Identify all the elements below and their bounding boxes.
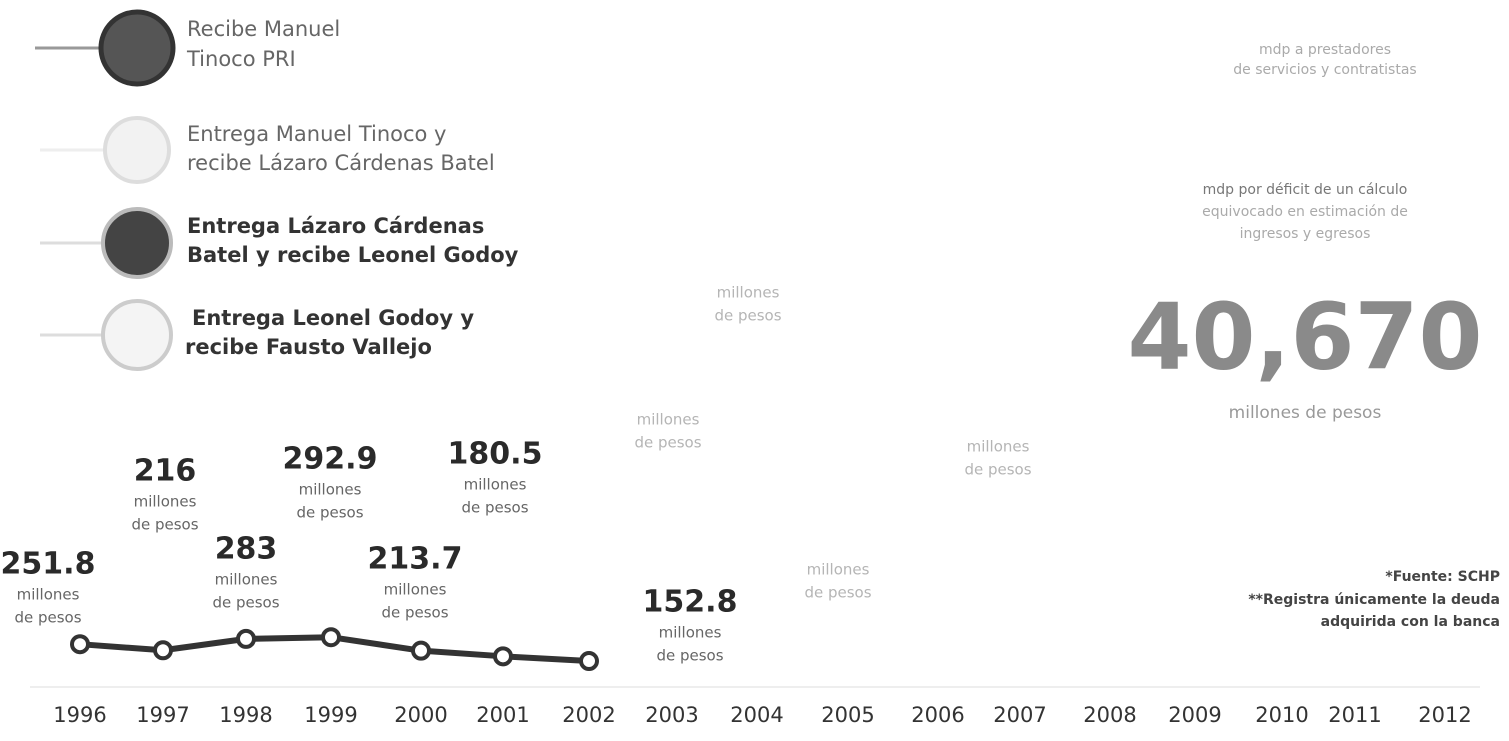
x-tick-label: 2006 (911, 703, 964, 727)
point (411, 640, 431, 661)
point (153, 640, 173, 661)
x-tick-label: 2008 (1083, 703, 1136, 727)
legend-text: Recibe Manuel (187, 17, 340, 41)
unit-label: millones (967, 438, 1030, 456)
legend-text: Entrega Leonel Godoy y (192, 306, 474, 330)
point (493, 646, 513, 667)
data-label: 152.8 (643, 585, 738, 620)
x-tick-label: 2010 (1255, 703, 1308, 727)
x-tick-label: 2002 (562, 703, 615, 727)
note-text: de servicios y contratistas (1233, 62, 1416, 78)
x-tick-label: 1998 (219, 703, 272, 727)
note-text: mdp por déficit de un cálculo (1203, 182, 1408, 198)
unit-label: millones (299, 481, 362, 499)
portrait (101, 207, 173, 279)
unit-label: millones (717, 284, 780, 302)
unit-label: de pesos (714, 307, 781, 325)
unit-label: de pesos (964, 461, 1031, 479)
big-figure: 40,670 (1127, 283, 1482, 390)
unit-label: de pesos (212, 594, 279, 612)
unit-label: millones (637, 411, 700, 429)
portrait (101, 299, 173, 371)
x-tick-label: 2000 (394, 703, 447, 727)
point (236, 628, 256, 649)
legend-text: Tinoco PRI (186, 47, 296, 71)
portrait (98, 9, 176, 87)
data-label: 251.8 (1, 547, 96, 582)
portrait (103, 116, 171, 184)
x-tick-label: 1997 (136, 703, 189, 727)
note-text: mdp a prestadores (1259, 42, 1391, 58)
x-tick-label: 2004 (730, 703, 783, 727)
x-tick-label: 2009 (1168, 703, 1221, 727)
legend-text: Entrega Lázaro Cárdenas (187, 214, 484, 238)
big-figure-unit: millones de pesos (1229, 403, 1382, 423)
note-text: **Registra únicamente la deuda (1248, 592, 1500, 608)
unit-label: millones (215, 571, 278, 589)
unit-label: de pesos (656, 647, 723, 665)
note-text: adquirida con la banca (1321, 614, 1500, 630)
x-tick-label: 1999 (304, 703, 357, 727)
unit-label: de pesos (634, 434, 701, 452)
x-tick-label: 1996 (53, 703, 106, 727)
unit-label: millones (659, 624, 722, 642)
legend-text: recibe Lázaro Cárdenas Batel (187, 151, 495, 175)
x-tick-label: 2011 (1328, 703, 1381, 727)
unit-label: de pesos (131, 516, 198, 534)
unit-label: millones (807, 561, 870, 579)
point (579, 651, 599, 672)
unit-label: de pesos (461, 499, 528, 517)
point (70, 634, 90, 655)
unit-label: de pesos (381, 604, 448, 622)
unit-label: millones (464, 476, 527, 494)
x-tick-label: 2003 (645, 703, 698, 727)
side-notes: mdp a prestadores de servicios y contrat… (1127, 42, 1500, 630)
unit-label: de pesos (804, 584, 871, 602)
note-text: ingresos y egresos (1240, 226, 1371, 242)
point (321, 627, 341, 648)
source: *Fuente: SCHP (1385, 569, 1500, 585)
data-label: 292.9 (283, 442, 378, 477)
legend-text: recibe Fausto Vallejo (185, 335, 432, 359)
x-tick-label: 2007 (993, 703, 1046, 727)
data-label: 283 (215, 532, 278, 567)
data-label: 213.7 (368, 542, 463, 577)
legend: Recibe Manuel Tinoco PRI Entrega Manuel … (35, 9, 519, 371)
data-label: 216 (134, 454, 197, 489)
unit-label: millones (134, 493, 197, 511)
x-tick-label: 2005 (821, 703, 874, 727)
unit-label: de pesos (296, 504, 363, 522)
data-label: 180.5 (448, 437, 543, 472)
note-text: equivocado en estimación de (1202, 204, 1408, 220)
unit-label: de pesos (14, 609, 81, 627)
x-tick-label: 2012 (1418, 703, 1471, 727)
unit-label: millones (17, 586, 80, 604)
unit-label: millones (384, 581, 447, 599)
x-tick-label: 2001 (476, 703, 529, 727)
legend-text: Entrega Manuel Tinoco y (187, 122, 447, 146)
legend-text: Batel y recibe Leonel Godoy (187, 243, 519, 267)
